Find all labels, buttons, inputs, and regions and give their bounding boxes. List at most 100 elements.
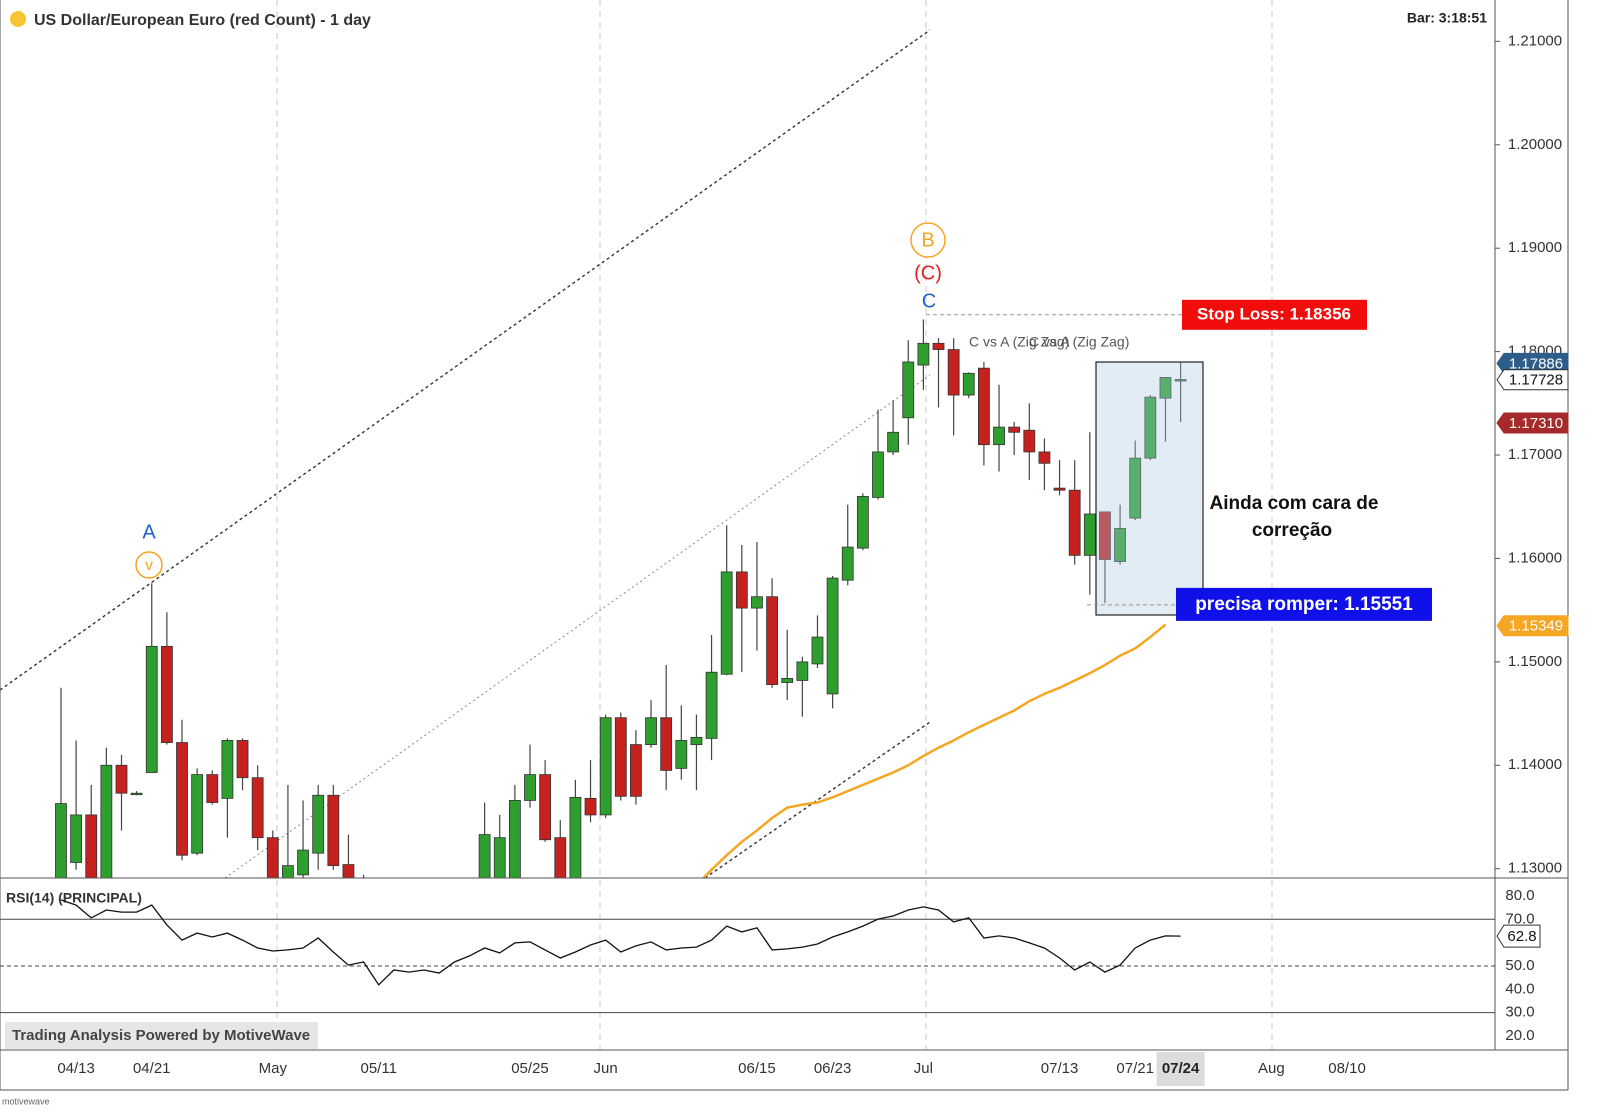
rsi-tick-label: 80.0 [1505,887,1534,904]
overlay: Stop Loss: 1.18356 precisa romper: 1.1555… [926,299,1432,621]
candle-body [917,342,930,366]
price-marker-label: 1.17310 [1509,415,1563,432]
candle-body [508,800,521,878]
candle-body [176,742,188,856]
candle-body [1129,457,1142,519]
candle-body [312,794,325,854]
candle-body [735,571,748,609]
candle-body [584,797,597,816]
y-tick-label: 1.13000 [1508,860,1562,877]
candle-body [872,451,884,498]
wave-label: (C) [914,262,942,284]
candle-body [569,796,582,878]
candle-body [55,803,67,878]
candle-body [1174,379,1187,382]
price-marker [1496,615,1569,637]
cursor-date-box [1156,1052,1205,1086]
candle-body [524,774,536,801]
x-tick-label: 07/13 [1041,1060,1079,1077]
rsi-tick-label: 70.0 [1505,910,1534,927]
price-marker [1496,369,1569,391]
x-tick-label: 08/10 [1328,1060,1366,1077]
candle-body [675,740,688,769]
x-tick-label: 06/23 [814,1060,852,1077]
price-marker [1496,412,1569,434]
candle-body [251,777,264,839]
candle-body [841,546,854,581]
price-marker-label: 1.15349 [1509,618,1563,635]
x-tick-label: Jul [914,1060,933,1077]
candle-body [690,736,703,745]
candle-body [1053,487,1066,491]
rsi-marker-label: 62.8 [1507,928,1536,945]
candle-body [145,645,158,773]
rsi-marker [1496,924,1541,948]
wave-label: B [921,229,934,251]
y-tick-label: 1.20000 [1508,136,1562,153]
wave-circle [910,222,946,258]
candle-body [191,774,204,854]
candle-body [705,671,718,739]
channel-lines [0,29,931,878]
candle-body [781,678,794,683]
candle-body [645,717,657,745]
candle-body [539,774,552,841]
x-tick-label: 04/13 [57,1060,95,1077]
candle-body [1159,377,1172,399]
chart-title: US Dollar/European Euro (red Count) - 1 … [34,12,371,29]
candle-body [221,740,234,799]
stop-loss-label: Stop Loss: 1.18356 [1197,304,1351,323]
candle-body [660,717,673,771]
y-tick-label: 1.14000 [1508,756,1562,773]
candle-body [978,367,990,446]
moving-average-line [701,623,1167,878]
y-tick-label: 1.15000 [1508,653,1562,670]
cursor-date: 07/24 [1162,1060,1200,1077]
footer: Trading Analysis Powered by MotiveWave [12,1027,310,1044]
candle-body [206,774,219,803]
candle-body [614,717,627,797]
y-tick-label: 1.21000 [1508,32,1562,49]
bar-timer: Bar: 3:18:51 [1407,10,1487,26]
candle-body [720,571,733,675]
candle-body [599,717,612,816]
price-panel [55,319,1187,878]
wave-label: v [145,557,153,574]
candle-body [493,837,506,878]
candle-body [1038,451,1051,464]
candle-body [902,361,915,419]
x-tick-label: May [259,1060,288,1077]
x-tick-label: Jun [594,1060,618,1077]
watermark: motivewave [2,1096,50,1106]
price-marker-label: 1.17728 [1509,372,1563,389]
highlight-box [1095,361,1204,616]
candle-body [100,764,113,878]
x-tick-label: 05/25 [511,1060,549,1077]
channel-line [0,29,931,691]
rsi-line [60,899,1181,986]
x-tick-label: 04/21 [133,1060,171,1077]
footer-box [5,1022,318,1049]
note: correção [1252,520,1332,541]
candle-body [630,744,642,797]
candle-body [327,794,340,866]
annotation: C vs A (Zig Zag) [1029,334,1129,350]
note: Ainda com cara de [1210,493,1379,514]
candle-body [342,864,355,878]
candle-body [266,837,279,878]
x-tick-label: 06/15 [738,1060,776,1077]
rsi-tick-label: 50.0 [1505,957,1534,974]
candle-body [1099,511,1111,560]
x-tick-label: 07/21 [1116,1060,1154,1077]
candle-body [811,636,824,665]
candle-body [887,431,900,453]
candle-body [130,792,143,796]
candle-body [962,372,975,396]
rsi-tick-label: 40.0 [1505,980,1534,997]
candle-body [826,577,839,695]
candle-body [796,661,809,681]
channel-line [704,721,931,878]
candle-body [1114,528,1126,562]
